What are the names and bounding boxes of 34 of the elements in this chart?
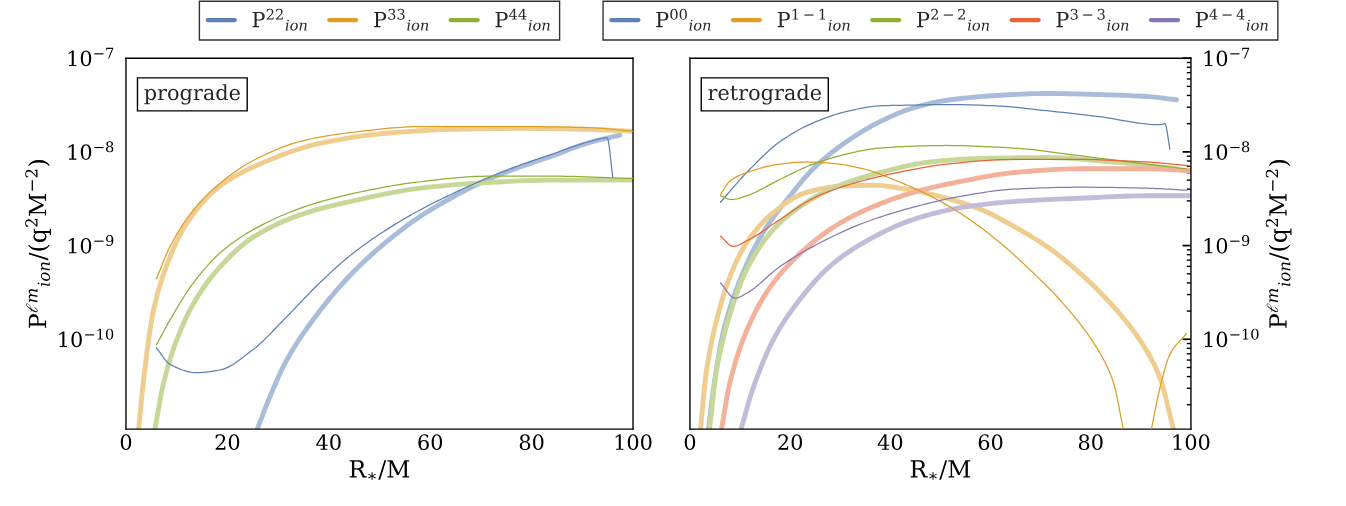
- x-tick-label: 20: [215, 434, 240, 451]
- legend-label: P$^{3−3}$$_{ion}$: [1056, 8, 1129, 31]
- y2-tick-label: 10$^{−10}$: [1204, 328, 1259, 348]
- y-axis-title: P$^{ℓm}$$_{ion}$/(q$^{2}$M$^{−2}$): [25, 160, 51, 328]
- x-axis-title: R$_{∗}$/M: [910, 460, 971, 480]
- legend-label: P$^{44}$$_{ion}$: [495, 8, 550, 31]
- annotation: prograde: [144, 84, 240, 105]
- y2-tick-label: 10$^{−7}$: [1204, 47, 1250, 67]
- annotation: retrograde: [708, 84, 821, 105]
- legend-label: P$^{22}$$_{ion}$: [252, 8, 307, 31]
- legend-label: P$^{1−1}$$_{ion}$: [777, 8, 850, 31]
- legend-label: P$^{2−2}$$_{ion}$: [917, 8, 990, 31]
- x-tick-label: 100: [615, 434, 652, 451]
- y-tick-label: 10$^{−7}$: [68, 47, 114, 67]
- x-axis-title: R$_{∗}$/M: [349, 460, 410, 480]
- x-tick-label: 60: [978, 434, 1003, 451]
- y2-tick-label: 10$^{−9}$: [1204, 234, 1250, 254]
- x-tick-label: 40: [877, 434, 903, 451]
- x-tick-label: 80: [1078, 434, 1103, 451]
- y-tick-label: 10$^{−10}$: [59, 328, 114, 348]
- x-tick-label: 80: [519, 434, 544, 451]
- y2-tick-label: 10$^{−8}$: [1204, 141, 1250, 160]
- x-tick-label: 40: [316, 434, 341, 451]
- y-tick-label: 10$^{−8}$: [68, 141, 114, 160]
- x-tick-label: 20: [778, 434, 803, 451]
- x-tick-label: 0: [684, 434, 696, 451]
- y-tick-label: 10$^{−9}$: [68, 234, 114, 254]
- legend-label: P$^{4−4}$$_{ion}$: [1195, 8, 1268, 31]
- legend-label: P$^{33}$$_{ion}$: [374, 8, 429, 31]
- legend-label: P$^{00}$$_{ion}$: [656, 8, 711, 31]
- y2-axis-title: P$^{ℓm}$$_{ion}$/(q$^{2}$M$^{−2}$): [1265, 160, 1292, 328]
- x-tick-label: 0: [120, 434, 132, 451]
- x-tick-label: 100: [1173, 434, 1210, 451]
- x-tick-label: 60: [418, 434, 443, 451]
